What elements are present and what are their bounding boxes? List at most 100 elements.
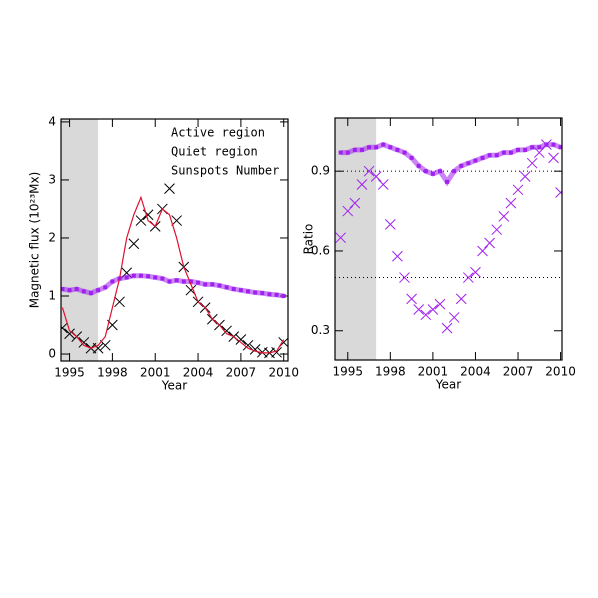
marker [96, 288, 101, 293]
x-marker [541, 139, 552, 150]
marker [523, 147, 528, 152]
marker [267, 292, 272, 297]
x-marker [221, 325, 232, 337]
marker [359, 147, 364, 152]
marker [501, 150, 506, 155]
x-marker [477, 245, 488, 257]
y-axis-label: Ratio [302, 224, 316, 255]
marker [281, 294, 286, 299]
marker [437, 169, 442, 174]
x-marker [128, 238, 140, 250]
x-axis-label: Year [435, 378, 461, 392]
marker [253, 290, 258, 295]
marker [217, 283, 222, 288]
x-marker [434, 298, 446, 310]
x-marker [512, 184, 524, 196]
y-tick-label: 0.9 [311, 164, 330, 178]
marker [473, 158, 478, 163]
x-marker [164, 183, 175, 194]
x-marker [463, 272, 474, 283]
marker [210, 282, 215, 287]
marker [88, 291, 93, 296]
marker [537, 145, 542, 150]
x-tick-label: 2004 [183, 366, 214, 380]
marker [516, 147, 521, 152]
x-tick-label: 1995 [332, 365, 363, 379]
plot-area [335, 139, 562, 334]
plot-frame [334, 117, 563, 361]
marker [508, 150, 513, 155]
x-tick-label: 1995 [54, 366, 85, 380]
x-marker [484, 237, 495, 249]
marker [124, 275, 129, 280]
x-marker [61, 322, 68, 334]
legend-label: Active region [171, 126, 265, 140]
x-tick-label: 2001 [418, 365, 449, 379]
x-marker [99, 339, 111, 351]
marker [388, 145, 393, 150]
x-marker [249, 344, 261, 355]
marker [196, 280, 201, 285]
x-marker [392, 250, 403, 262]
x-marker [555, 187, 562, 198]
x-marker [413, 304, 425, 315]
marker [409, 155, 414, 160]
x-marker [78, 337, 90, 348]
marker [67, 288, 72, 293]
marker [402, 150, 407, 155]
marker [224, 285, 229, 290]
x-marker [498, 211, 510, 222]
marker [459, 163, 464, 168]
x-marker [363, 165, 375, 177]
marker [416, 163, 421, 168]
marker [274, 292, 279, 297]
y-tick-label: 0.3 [311, 323, 330, 337]
x-marker [171, 215, 182, 226]
marker [188, 279, 193, 284]
x-marker [406, 293, 417, 305]
marker [74, 287, 79, 292]
marker [381, 142, 386, 147]
marker [480, 155, 485, 160]
marker [238, 288, 243, 293]
x-marker [342, 205, 354, 217]
x-marker [114, 296, 125, 308]
x-marker [384, 219, 396, 230]
marker [103, 285, 108, 290]
marker [530, 145, 535, 150]
x-marker [370, 171, 382, 182]
shaded-span [61, 119, 99, 361]
marker [203, 282, 208, 287]
x-tick-label: 2007 [503, 365, 534, 379]
x-marker [349, 197, 361, 209]
x-marker [448, 312, 460, 323]
plot-area [61, 183, 288, 359]
x-marker [519, 171, 531, 182]
x-marker [235, 334, 247, 345]
x-tick-label: 2001 [140, 366, 171, 380]
marker [260, 291, 265, 296]
x-tick-label: 2004 [460, 365, 491, 379]
x-marker [356, 179, 368, 190]
marker [146, 274, 151, 279]
marker [430, 171, 435, 176]
x-tick-label: 2007 [226, 366, 257, 380]
legend-label: Sunspots Number [171, 164, 279, 178]
marker [181, 279, 186, 284]
marker [174, 278, 179, 283]
x-marker [505, 197, 517, 209]
marker [81, 289, 86, 294]
marker [423, 169, 428, 174]
marker [445, 179, 450, 184]
marker [367, 145, 372, 150]
series-line [61, 195, 285, 354]
x-marker [271, 346, 282, 358]
x-marker [491, 224, 503, 236]
x-marker [526, 157, 538, 169]
x-tick-label: 2010 [545, 365, 576, 379]
x-marker [377, 179, 389, 190]
marker [131, 273, 136, 278]
marker [246, 289, 251, 294]
x-marker [455, 293, 467, 305]
x-marker [135, 215, 147, 226]
